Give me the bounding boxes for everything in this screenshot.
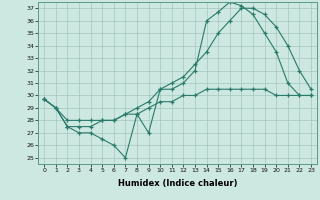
X-axis label: Humidex (Indice chaleur): Humidex (Indice chaleur) [118,179,237,188]
